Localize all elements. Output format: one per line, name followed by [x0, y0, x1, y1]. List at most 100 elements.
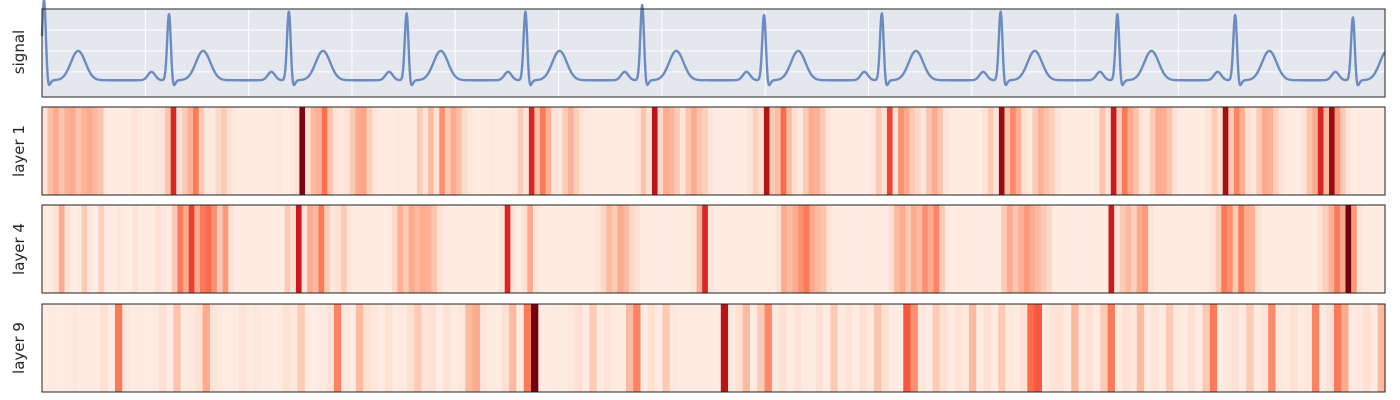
layer-9-heat-cell [968, 304, 977, 392]
layer-4-heat-cell [239, 205, 246, 293]
layer-1-heat-cell [1189, 107, 1196, 195]
layer-4-heat-cell [820, 205, 827, 293]
layer-4-heat-cell [312, 205, 320, 293]
layer-9-heat-cell [348, 304, 357, 392]
layer-4-heat-cell [329, 205, 337, 293]
layer-9-heat-cell [1034, 304, 1043, 392]
layer-4-heat-cell [482, 205, 489, 293]
layer-9-heat-cell [1005, 304, 1014, 392]
layer-4-heat-cell [702, 205, 709, 293]
layer-1-heat-cell [1256, 107, 1263, 195]
layer-9-heat-cell [669, 304, 678, 392]
layer-4-heat-cell [1069, 205, 1076, 293]
layer-1-heat-cell [388, 107, 396, 195]
layer-9-heat-cell [640, 304, 649, 392]
layer-1-heat-cell [735, 107, 743, 195]
layer-1-heat-cell [1172, 107, 1179, 195]
layer-1-heat-cell [467, 107, 474, 195]
layer-9-heat-cell [1144, 304, 1153, 392]
layer-4-heat-cell [617, 205, 624, 293]
layer-1-heat-cell [1004, 107, 1011, 195]
layer-1-heat-cell [959, 107, 966, 195]
layer-1-heat-cell [562, 107, 569, 195]
layer-1-heat-cell [540, 107, 547, 195]
layer-4-heat-cell [154, 205, 162, 293]
layer-9-heat-cell [764, 304, 773, 392]
layer-9-heat-cell [421, 304, 430, 392]
layer-4-heat-cell [927, 205, 935, 293]
layer-1-heat-cell [1194, 107, 1201, 195]
layer-1-heat-cell [400, 107, 407, 195]
layer-4-heat-cell [685, 205, 692, 293]
layer-9-heat-cell [888, 304, 897, 392]
layer-4-heat-cell [538, 205, 545, 293]
panel-label-layer-9: layer 9 [10, 322, 28, 374]
layer-9-heat-cell [129, 304, 138, 392]
layer-1-heat-cell [909, 107, 916, 195]
layer-4-heat-cell [848, 205, 856, 293]
layer-9-heat-cell [874, 304, 882, 392]
layer-4-heat-cell [374, 205, 382, 293]
layer-9-heat-cell [961, 304, 970, 392]
layer-9-heat-cell [990, 304, 999, 392]
layer-4-heat-cell [211, 205, 218, 293]
layer-4-heat-cell [651, 205, 658, 293]
layer-4-heat-cell [995, 205, 1002, 293]
layer-4-heat-cell [431, 205, 438, 293]
layer-4-heat-cell [92, 205, 100, 293]
layer-9-heat-cell [574, 304, 583, 392]
layer-9-heat-cell [290, 304, 299, 392]
layer-4-heat-cell [527, 205, 534, 293]
layer-9-heat-cell [1093, 304, 1101, 392]
layer-4-heat-cell [425, 205, 432, 293]
layer-4-heat-cell [437, 205, 444, 293]
layer-4-heat-cell [137, 205, 145, 293]
layer-1-heat-cell [125, 107, 133, 195]
layer-1-heat-cell [1177, 107, 1185, 195]
layer-1-heat-cell [651, 107, 659, 195]
panel-label-layer-1: layer 1 [10, 125, 28, 177]
layer-4-heat-cell [532, 205, 540, 293]
layer-4-heat-cell [341, 205, 348, 293]
layer-1-heat-cell [377, 107, 384, 195]
layer-9-heat-cell [859, 304, 868, 392]
layer-4-heat-cell [245, 205, 252, 293]
layer-1-heat-cell [1373, 107, 1381, 195]
layer-9-heat-cell [85, 304, 94, 392]
layer-4-heat-cell [1260, 205, 1268, 293]
layer-4-heat-cell [1085, 205, 1093, 293]
layer-1-heat-cell [982, 107, 989, 195]
layer-9-heat-cell [71, 304, 80, 392]
layer-4-heat-cell [70, 205, 77, 293]
layer-4-heat-cell [1362, 205, 1369, 293]
layer-4-heat-cell [1289, 205, 1296, 293]
layer-4-heat-cell [837, 205, 844, 293]
layer-4-heat-cell [916, 205, 923, 293]
layer-4-heat-cell [719, 205, 726, 293]
layer-1-heat-cell [187, 107, 194, 195]
layer-1-heat-cell [254, 107, 261, 195]
layer-1-heat-cell [831, 107, 838, 195]
layer-4-heat-cell [132, 205, 139, 293]
layer-1-heat-cell [198, 107, 205, 195]
layer-4-heat-cell [899, 205, 906, 293]
layer-1-heat-cell [1144, 107, 1151, 195]
layer-9-heat-cell [465, 304, 474, 392]
layer-4-heat-cell [1153, 205, 1160, 293]
layer-9-heat-cell [684, 304, 693, 392]
layer-9-heat-cell [1377, 304, 1386, 392]
layer-4-heat-cell [950, 205, 957, 293]
layer-4-heat-cell [487, 205, 495, 293]
layer-1-heat-cell [663, 107, 670, 195]
layer-9-heat-cell [1027, 304, 1036, 392]
layer-9-heat-cell [1341, 304, 1350, 392]
layer-9-heat-cell [1290, 304, 1299, 392]
layer-1-heat-cell [1295, 107, 1302, 195]
layer-9-heat-cell [260, 304, 269, 392]
layer-9-heat-cell [749, 304, 758, 392]
layer-4-heat-cell [815, 205, 822, 293]
layer-1-heat-cell [1233, 107, 1241, 195]
layer-4-heat-cell [1356, 205, 1364, 293]
layer-1-heat-cell [344, 107, 351, 195]
layer-4-heat-cell [1023, 205, 1031, 293]
